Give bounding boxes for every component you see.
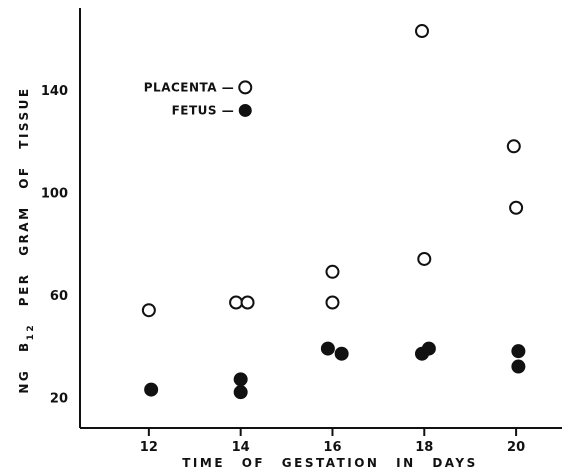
fetus-point-2 bbox=[233, 385, 248, 400]
fetus-point-8 bbox=[511, 359, 526, 374]
fetus-point-6 bbox=[421, 341, 436, 356]
fetus-point-7 bbox=[511, 344, 526, 359]
fetus-point-0 bbox=[144, 382, 159, 397]
ticks: 12 14 16 18 20 20 60 100 140 bbox=[41, 84, 525, 455]
data-points bbox=[141, 24, 526, 400]
placenta-point-3 bbox=[325, 264, 340, 279]
x-tick-label-12: 12 bbox=[140, 440, 158, 455]
y-tick-label-20: 20 bbox=[50, 391, 68, 406]
placenta-point-2 bbox=[240, 295, 255, 310]
y-axis-title: NG B12 PER GRAM OF TISSUE bbox=[17, 86, 36, 393]
placenta-legend-marker bbox=[238, 80, 253, 95]
placenta-point-0 bbox=[141, 303, 156, 318]
placenta-point-8 bbox=[509, 200, 524, 215]
fetus-point-3 bbox=[320, 341, 335, 356]
fetus-point-4 bbox=[334, 346, 349, 361]
x-axis-title: TIME OF GESTATION IN DAYS bbox=[182, 456, 478, 470]
y-tick-label-60: 60 bbox=[50, 289, 68, 304]
x-tick-label-14: 14 bbox=[232, 440, 250, 455]
x-tick-label-18: 18 bbox=[415, 440, 433, 455]
y-axis-title-part-2: PER GRAM OF TISSUE bbox=[17, 86, 31, 323]
placenta-point-5 bbox=[414, 24, 429, 39]
placenta-point-1 bbox=[229, 295, 244, 310]
fetus-legend-marker bbox=[238, 103, 252, 117]
placenta-point-7 bbox=[506, 139, 521, 154]
legend: PLACENTA — FETUS — bbox=[144, 80, 253, 117]
x-tick-label-16: 16 bbox=[323, 440, 341, 455]
placenta-legend-label: PLACENTA — bbox=[144, 80, 235, 94]
axes bbox=[79, 8, 562, 429]
placenta-point-6 bbox=[417, 251, 432, 266]
y-tick-label-100: 100 bbox=[41, 186, 68, 201]
y-axis-title-part-1: NG B bbox=[17, 340, 31, 393]
fetus-legend-label: FETUS — bbox=[172, 103, 235, 117]
fetus-point-1 bbox=[233, 372, 248, 387]
placenta-point-4 bbox=[325, 295, 340, 310]
x-tick-label-20: 20 bbox=[507, 440, 525, 455]
y-tick-label-140: 140 bbox=[41, 84, 68, 99]
y-axis-title-subscript: 12 bbox=[26, 323, 36, 341]
